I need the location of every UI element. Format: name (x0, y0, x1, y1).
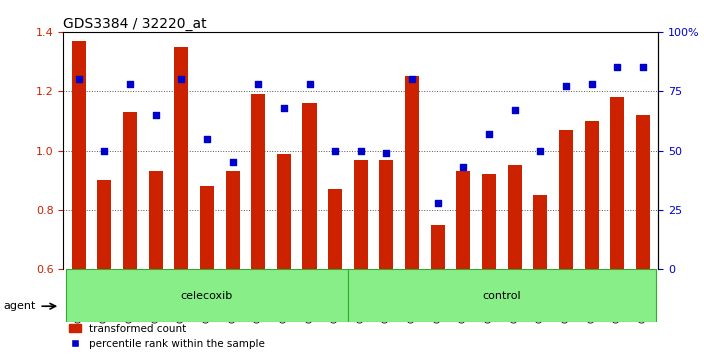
Bar (533, 195, 547, 269)
Bar (508, 165, 522, 269)
Point (406, 76, 417, 82)
Point (509, 107, 520, 113)
Bar (303, 103, 317, 269)
Text: control: control (482, 291, 521, 301)
Bar (225, 171, 239, 269)
Bar (482, 175, 496, 269)
Point (381, 150, 392, 156)
Point (586, 81, 597, 87)
Point (99, 148, 110, 153)
Bar (405, 76, 419, 269)
Text: agent: agent (4, 301, 36, 311)
Bar (348, 269, 655, 322)
Point (484, 131, 495, 137)
Point (355, 148, 366, 153)
Bar (431, 225, 445, 269)
Bar (66, 269, 348, 322)
Bar (559, 130, 573, 269)
Point (458, 164, 469, 170)
Bar (379, 160, 394, 269)
Point (125, 81, 136, 87)
Bar (72, 41, 86, 269)
Text: celecoxib: celecoxib (181, 291, 233, 301)
Point (150, 112, 161, 118)
Point (278, 105, 289, 111)
Point (176, 76, 187, 82)
Bar (353, 160, 368, 269)
Bar (97, 180, 111, 269)
Point (612, 65, 623, 70)
Point (534, 148, 546, 153)
Point (637, 65, 648, 70)
Point (253, 81, 264, 87)
Point (201, 136, 213, 142)
Bar (610, 97, 624, 269)
Bar (149, 171, 163, 269)
Point (432, 200, 444, 206)
Bar (636, 115, 650, 269)
Bar (277, 154, 291, 269)
Point (227, 160, 238, 165)
Bar (328, 189, 342, 269)
Legend: transformed count, percentile rank within the sample: transformed count, percentile rank withi… (68, 324, 265, 349)
Text: GDS3384 / 32220_at: GDS3384 / 32220_at (63, 17, 207, 31)
Point (73, 76, 84, 82)
Point (304, 81, 315, 87)
Point (560, 84, 572, 89)
Bar (175, 47, 189, 269)
Bar (200, 186, 214, 269)
Bar (456, 171, 470, 269)
Bar (123, 112, 137, 269)
Bar (251, 94, 265, 269)
Point (329, 148, 341, 153)
Bar (584, 121, 598, 269)
